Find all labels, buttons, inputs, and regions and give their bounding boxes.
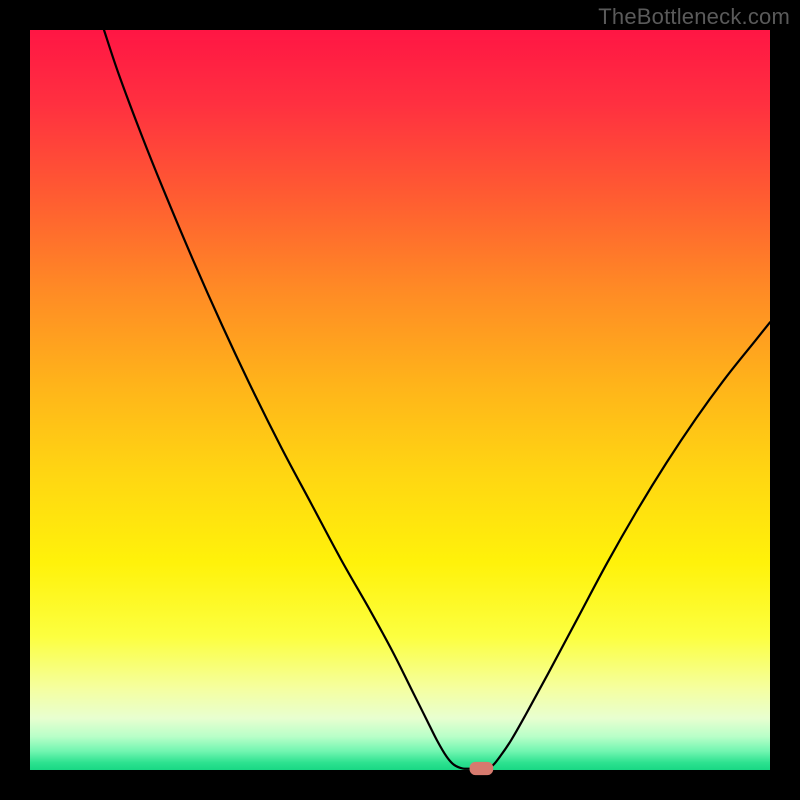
chart-container: TheBottleneck.com [0, 0, 800, 800]
plot-bg [30, 30, 770, 770]
bottleneck-chart [0, 0, 800, 800]
watermark-text: TheBottleneck.com [598, 4, 790, 30]
optimal-marker [470, 762, 494, 775]
